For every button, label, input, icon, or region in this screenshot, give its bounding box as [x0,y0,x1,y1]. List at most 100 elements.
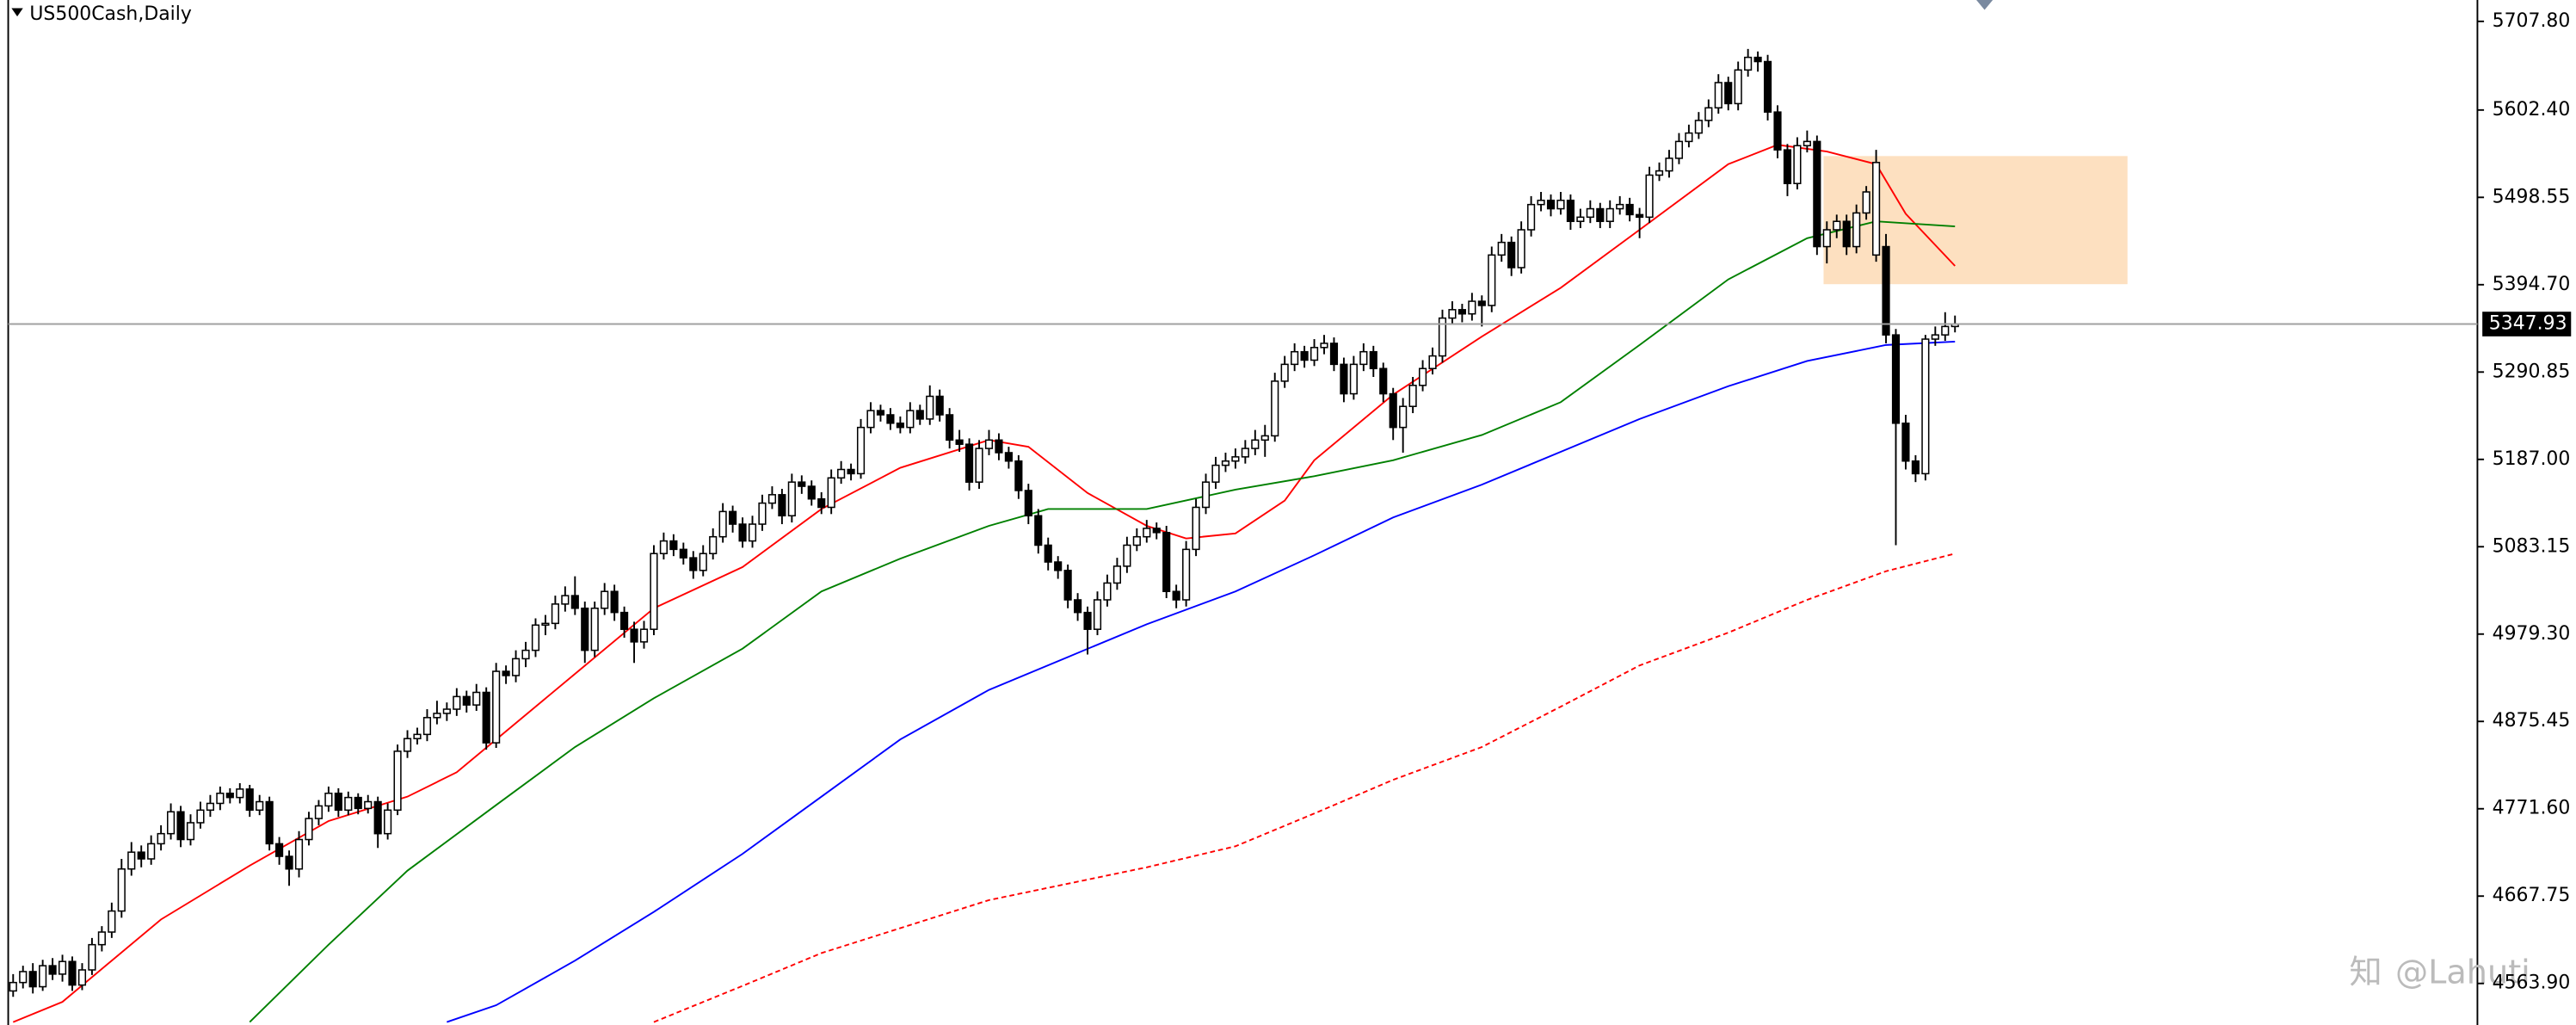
y-tick-label: 5707.80 [2493,10,2571,32]
candle-body [1941,325,1950,336]
y-tick-label: 4667.75 [2493,885,2571,906]
candle-body [1241,448,1249,458]
candle-body [946,414,954,441]
candle-body [1537,200,1545,206]
candle-body [1871,162,1881,256]
candle-body [561,595,570,605]
candle-body [1744,56,1753,71]
candle-body [581,607,589,651]
title-arrow [11,8,23,17]
moving-average [653,553,1956,1023]
candle-body [1605,207,1614,222]
y-tick-label: 5602.40 [2493,99,2571,120]
candle-body [729,510,737,525]
candle-body [482,691,490,744]
candle-body [1891,334,1901,424]
candle-body [1271,380,1279,437]
candle-body [1044,544,1052,563]
candle-body [108,910,116,933]
candle-body [1074,599,1082,614]
candle-body [137,851,145,860]
candle-body [748,523,757,542]
candle-body [659,540,668,555]
candle-body [620,611,629,630]
candle-body [798,481,806,487]
candle-body [225,792,234,799]
candle-body [334,792,342,812]
candle-body [915,410,924,420]
candle-body [1655,170,1664,176]
candle-body [1389,392,1397,429]
candle-body [807,485,816,500]
candle-body [1063,570,1072,601]
candle-body [1753,56,1762,63]
candle-body [955,439,964,445]
candle-body [1291,350,1299,366]
candle-body [1408,385,1417,407]
candle-body [1862,191,1870,214]
candle-body [699,553,707,571]
candle-body [1340,363,1348,395]
candle-body [1724,82,1733,105]
watermark: @Lahuti [2395,954,2530,991]
candle-body [236,788,244,799]
candle-body [97,931,106,946]
candle-body [206,802,214,812]
candle-body [1586,207,1594,219]
candle-body [906,410,915,429]
candle-body [1359,350,1368,366]
candle-body [39,965,47,988]
candle-body [1517,229,1525,269]
candle-body [1921,338,1930,475]
candle-body [1842,220,1851,248]
candle-body [610,590,619,614]
candle-body [639,628,649,643]
candle-body [1418,367,1427,386]
candle-body [1734,69,1742,105]
candle-body [984,439,994,449]
candle-body [1616,203,1624,210]
candle-body [1201,481,1211,509]
candle-body [876,410,885,416]
candle-body [373,800,382,835]
candle-body [58,960,67,975]
candle-body [1882,245,1890,336]
candle-body [384,809,392,835]
candle-body [1793,145,1802,185]
candle-body [1112,565,1122,584]
candle-body [68,960,77,986]
candle-body [1566,200,1575,222]
candle-body [964,443,974,483]
candle-body [1852,212,1861,248]
candle-body [1803,140,1811,147]
candle-body [1221,460,1230,466]
candle-body [669,540,678,551]
candle-body [147,843,156,860]
candle-body [413,733,422,740]
candle-body [1457,309,1466,315]
candle-body [886,414,895,424]
candle-body [1399,405,1408,429]
candle-body [1231,456,1240,462]
y-tick-label: 5290.85 [2493,361,2571,382]
candle-body [1783,149,1792,185]
watermark-logo: 知 [2349,954,2382,991]
candle-body [1152,528,1161,534]
zone [1823,156,2128,285]
candle-body [1320,343,1328,349]
candle-body [216,792,225,805]
candle-body [1093,599,1102,630]
candle-body [935,395,944,416]
candle-body [601,590,609,609]
candle-body [502,670,510,676]
candle-body [511,658,521,676]
candle-body [1329,343,1339,366]
candle-body [551,603,559,625]
candle-body [256,800,264,812]
y-tick-label: 4875.45 [2493,710,2571,732]
candle-body [28,971,37,988]
candle-body [1379,367,1388,395]
candle-body [1143,528,1151,538]
candle-body [1665,157,1673,172]
